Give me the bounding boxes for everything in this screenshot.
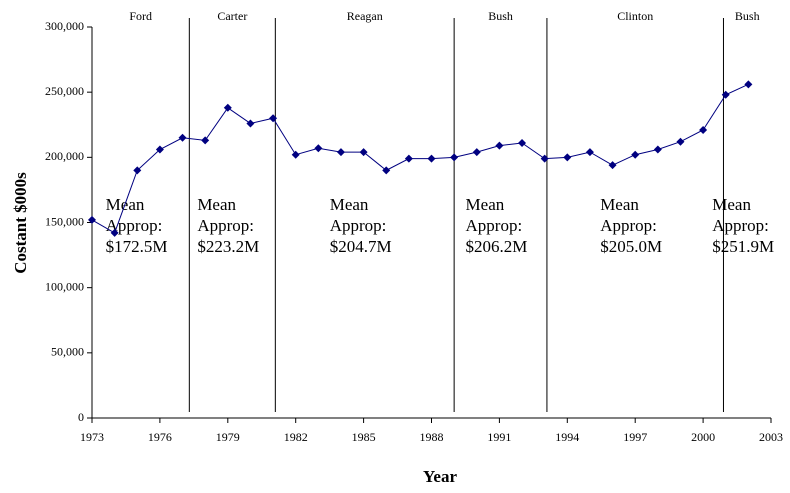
x-tick-label: 1982 (284, 430, 308, 444)
point (110, 228, 119, 237)
mean-label: Mean (466, 195, 505, 214)
point (631, 150, 640, 159)
point (178, 133, 187, 142)
mean-label: $172.5M (106, 237, 168, 256)
point (653, 145, 662, 154)
era-name: Ford (129, 9, 152, 23)
series-line (91, 83, 749, 234)
x-tick-label: 1985 (352, 430, 376, 444)
mean-label: $205.0M (600, 237, 662, 256)
mean-label: $204.7M (330, 237, 392, 256)
point (201, 136, 210, 145)
x-tick-label: 1988 (420, 430, 444, 444)
x-tick-label: 1991 (487, 430, 511, 444)
x-tick-label: 1997 (623, 430, 647, 444)
mean-label: Approp: (466, 216, 523, 235)
era-name: Reagan (347, 9, 383, 23)
x-tick-label: 2003 (759, 430, 783, 444)
point (676, 137, 685, 146)
mean-label: $206.2M (466, 237, 528, 256)
mean-label: Approp: (330, 216, 387, 235)
era-name: Clinton (617, 9, 653, 23)
point (155, 145, 164, 154)
mean-label: Mean (712, 195, 751, 214)
point (495, 141, 504, 150)
point (699, 125, 708, 134)
point (404, 154, 413, 163)
mean-label: $251.9M (712, 237, 774, 256)
mean-label: Approp: (106, 216, 163, 235)
y-tick-label: 0 (78, 410, 84, 424)
mean-label: Approp: (197, 216, 254, 235)
era-name: Carter (217, 9, 247, 23)
mean-label: Mean (330, 195, 369, 214)
x-tick-label: 1994 (555, 430, 579, 444)
y-axis-label: Costant $000s (11, 172, 30, 274)
era-name: Bush (735, 9, 760, 23)
point (721, 90, 730, 99)
point (744, 80, 753, 89)
y-tick-label: 200,000 (45, 149, 84, 163)
mean-label: Mean (600, 195, 639, 214)
point (291, 150, 300, 159)
point (246, 119, 255, 128)
point (314, 144, 323, 153)
mean-label: Mean (197, 195, 236, 214)
point (518, 138, 527, 147)
point (585, 148, 594, 157)
y-tick-label: 250,000 (45, 84, 84, 98)
point (540, 154, 549, 163)
y-tick-label: 150,000 (45, 214, 84, 228)
x-tick-label: 2000 (691, 430, 715, 444)
x-tick-label: 1976 (148, 430, 172, 444)
x-tick-label: 1973 (80, 430, 104, 444)
point (608, 161, 617, 170)
point (427, 154, 436, 163)
point (269, 114, 278, 123)
point (133, 166, 142, 175)
point (472, 148, 481, 157)
y-tick-label: 50,000 (51, 345, 84, 359)
era-name: Bush (488, 9, 513, 23)
mean-label: Approp: (600, 216, 657, 235)
y-tick-label: 300,000 (45, 19, 84, 33)
y-tick-label: 100,000 (45, 279, 84, 293)
point (382, 166, 391, 175)
point (336, 148, 345, 157)
x-tick-label: 1979 (216, 430, 240, 444)
point (88, 215, 96, 224)
point (563, 153, 572, 162)
mean-label: $223.2M (197, 237, 259, 256)
point (223, 103, 232, 112)
mean-label: Approp: (712, 216, 769, 235)
point (450, 153, 459, 162)
x-axis-label: Year (423, 467, 457, 486)
point (359, 148, 368, 157)
